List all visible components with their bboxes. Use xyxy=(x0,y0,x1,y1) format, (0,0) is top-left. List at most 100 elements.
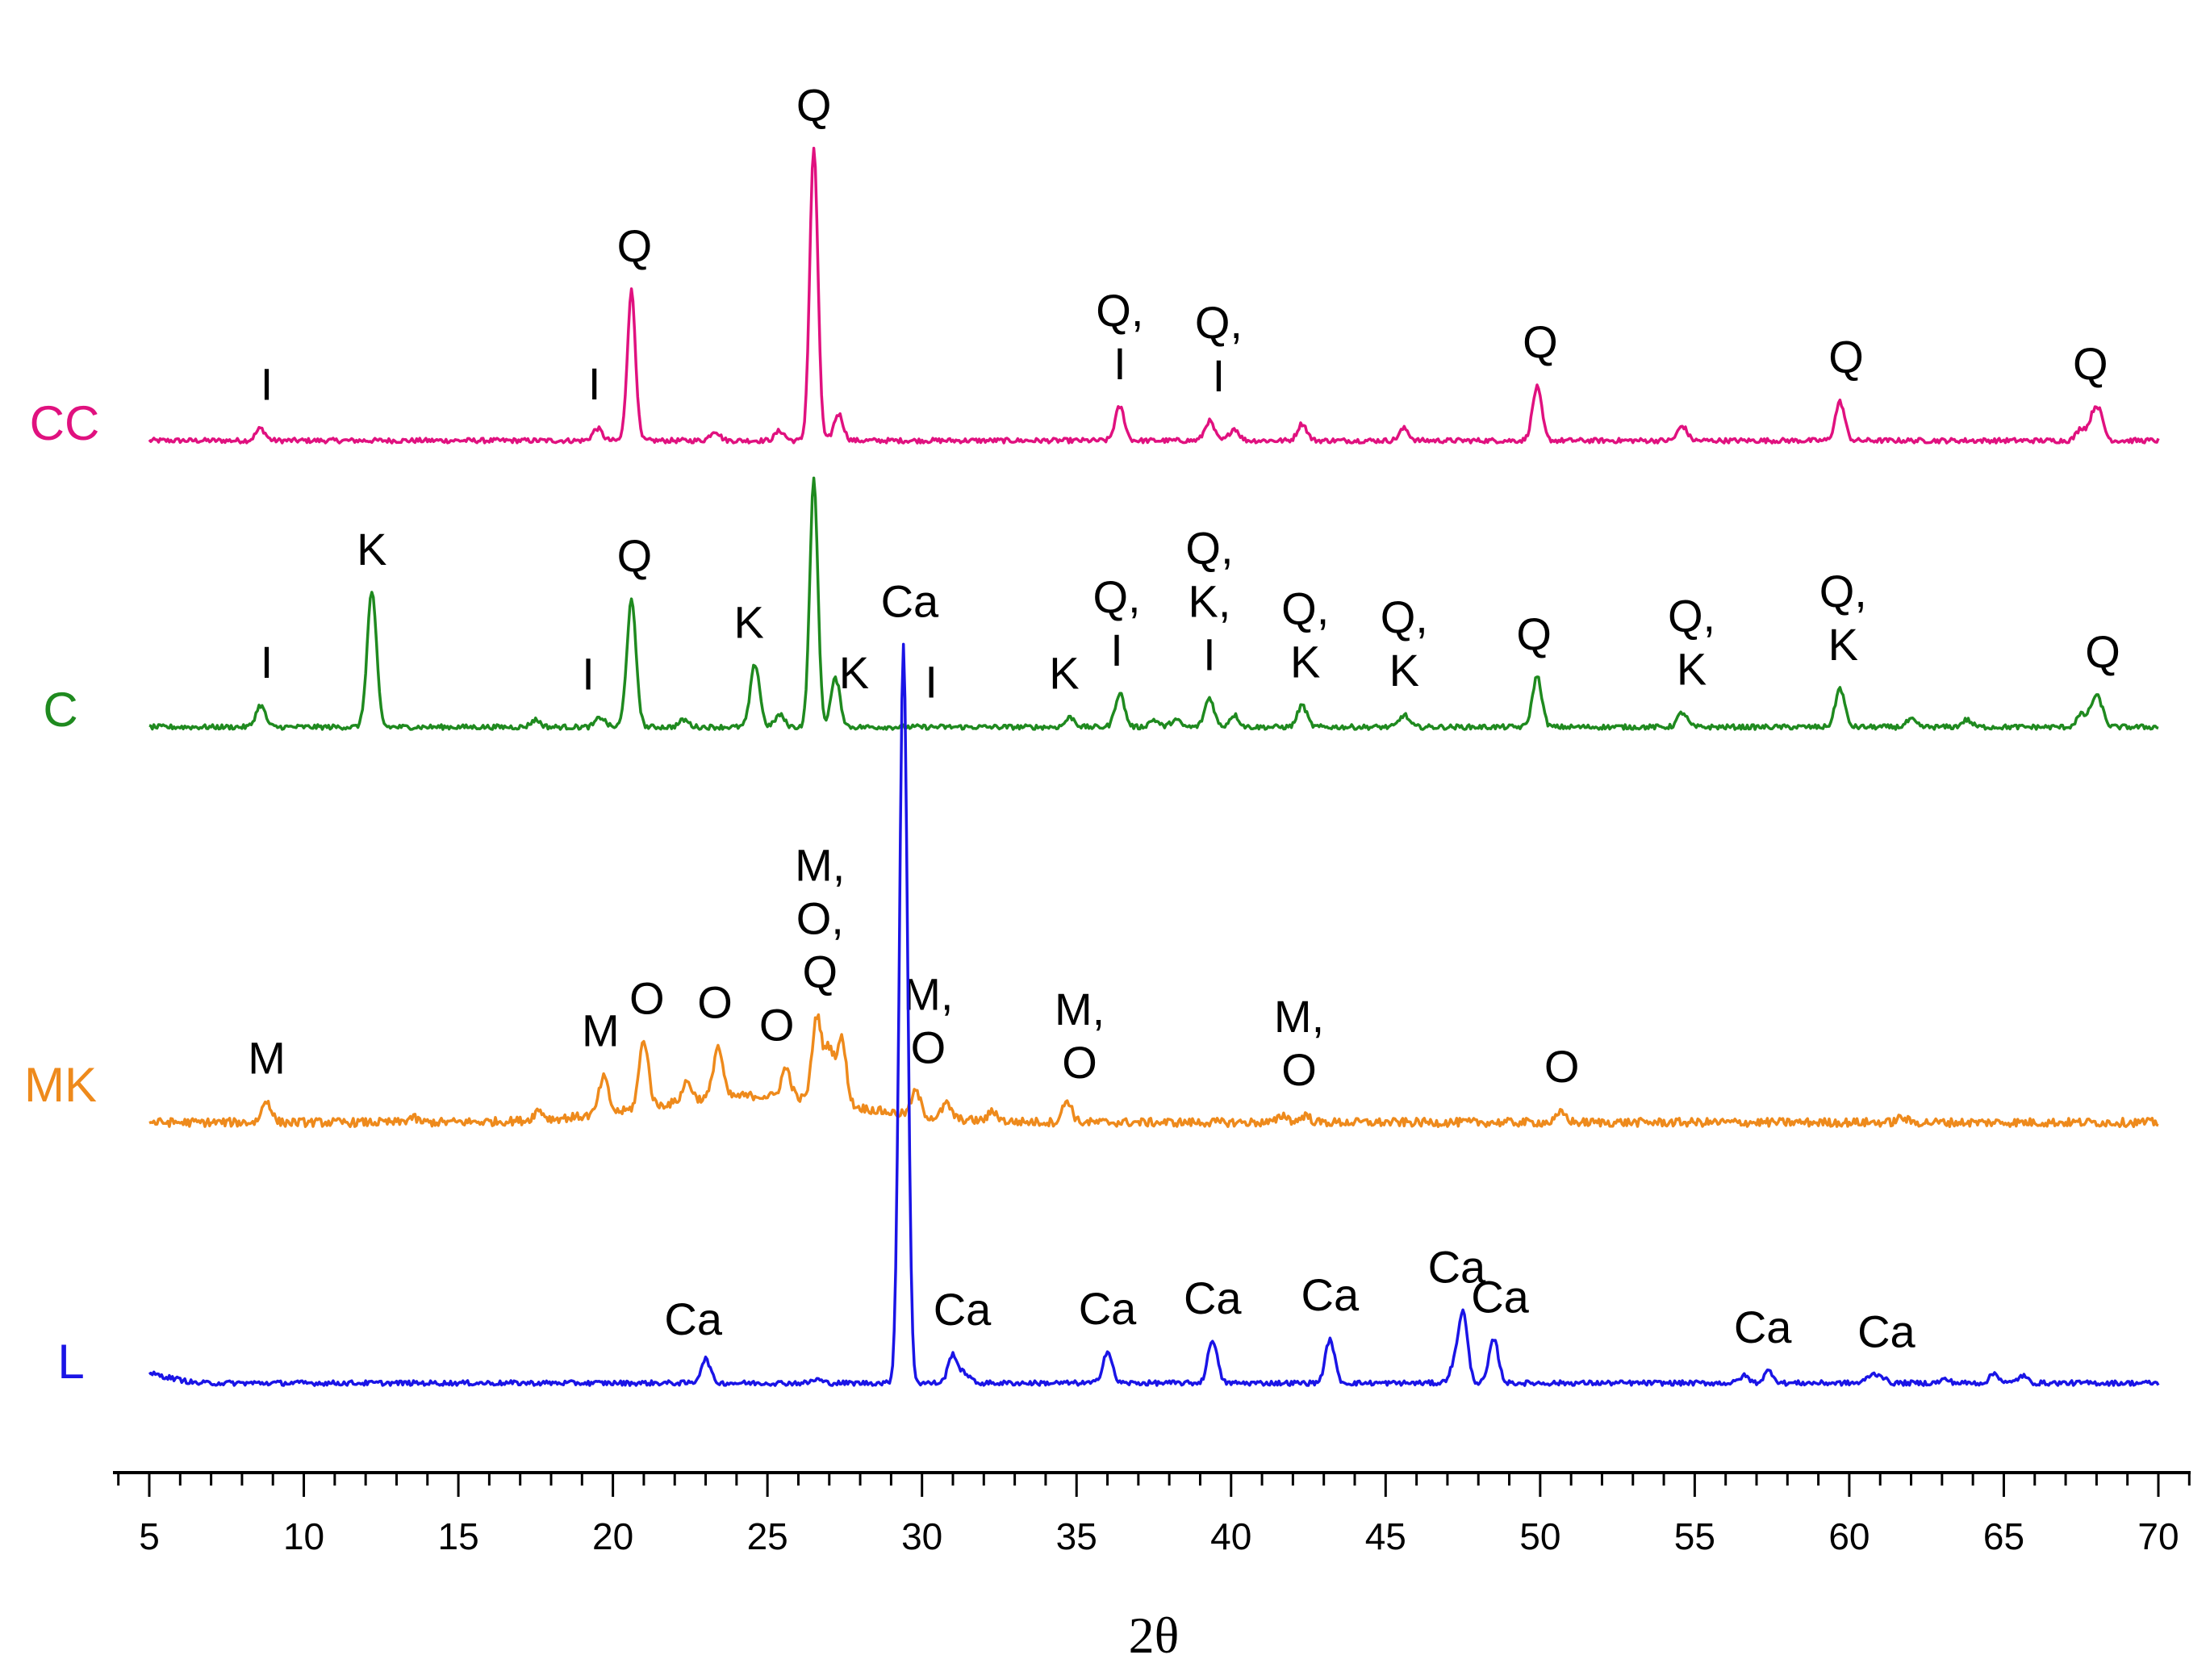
peak-annotation-line: Q xyxy=(1516,608,1552,659)
peak-annotation: Q xyxy=(617,530,653,581)
peak-annotation-line: Ca xyxy=(881,575,939,626)
peak-annotation: Q, K xyxy=(1819,566,1867,670)
x-axis: 5 10 15 20 25 30 35 40 45 50 55 60 65 70 xyxy=(113,1471,2191,1557)
peak-annotation-line: K, xyxy=(1188,575,1230,626)
peak-annotation: Ca xyxy=(934,1284,992,1335)
series-label-c: C xyxy=(43,683,77,737)
peak-annotation-line: I xyxy=(1203,629,1216,679)
peak-annotation: Ca xyxy=(1301,1269,1360,1320)
series-label-l: L xyxy=(57,1335,84,1389)
peak-annotation: Q, K xyxy=(1281,583,1329,687)
x-tick-label: 50 xyxy=(1519,1515,1560,1557)
peak-annotation: Q, K xyxy=(1381,591,1428,696)
peak-annotation-line: I xyxy=(1213,350,1226,401)
series-line-l xyxy=(148,642,2160,1387)
peak-annotation-line: I xyxy=(1110,625,1123,675)
peak-annotation: K xyxy=(357,524,386,575)
peak-annotation: Q xyxy=(796,80,832,131)
peak-annotation-line: Ca xyxy=(1079,1283,1137,1334)
peak-annotation: Ca xyxy=(1428,1241,1486,1292)
x-tick-label: 5 xyxy=(139,1515,160,1557)
peak-annotation-line: K xyxy=(733,596,763,647)
peak-annotation-line: I xyxy=(1113,338,1126,389)
peak-annotation: I xyxy=(582,649,595,700)
peak-annotation-line: K xyxy=(357,524,386,575)
series-mk: MK MMO O OM, O, Q M, OM, OM, O O xyxy=(24,839,2159,1128)
x-tick-label: 20 xyxy=(592,1515,633,1557)
peak-annotation-line: O xyxy=(1062,1037,1097,1088)
peak-annotation-line: Ca xyxy=(1301,1269,1360,1320)
peak-annotation: M xyxy=(248,1033,286,1084)
peak-annotation: Ca xyxy=(1079,1283,1137,1334)
x-tick-label: 45 xyxy=(1365,1515,1406,1557)
series-line-c xyxy=(148,476,2159,731)
peak-annotation: Q xyxy=(617,220,653,271)
x-tick-label: 35 xyxy=(1056,1515,1097,1557)
peak-annotation-line: K xyxy=(1677,643,1707,694)
peak-annotation: M xyxy=(582,1005,620,1056)
peak-annotation-line: O, xyxy=(796,892,844,943)
peak-annotation: Q xyxy=(2073,338,2108,389)
peak-annotation-line: Q xyxy=(2085,626,2120,677)
peak-annotation: Ca xyxy=(1184,1273,1242,1323)
peak-annotation: Q, I xyxy=(1096,285,1143,389)
peak-annotation-line: O xyxy=(1281,1044,1317,1095)
peak-annotation-line: Ca xyxy=(1471,1272,1529,1323)
peak-annotation: I xyxy=(261,637,274,687)
peak-annotation-line: O xyxy=(759,999,795,1050)
peak-annotation-line: Ca xyxy=(1734,1302,1792,1352)
peak-annotation-line: Q, xyxy=(1185,522,1233,573)
peak-annotation-line: O xyxy=(697,976,733,1027)
peak-annotation-line: M xyxy=(248,1033,286,1084)
x-tick-label: 25 xyxy=(747,1515,788,1557)
x-tick-label: 70 xyxy=(2137,1515,2179,1557)
peak-annotation-line: I xyxy=(588,358,601,409)
series-label-cc: CC xyxy=(30,396,100,450)
peak-annotation: M, O xyxy=(903,968,953,1072)
peak-annotation: I xyxy=(261,359,274,410)
peak-annotation-line: M xyxy=(582,1005,620,1056)
peak-annotation-line: Ca xyxy=(1428,1241,1486,1292)
peak-annotation-line: O xyxy=(911,1022,946,1072)
peak-annotation: M, O xyxy=(1274,991,1324,1095)
peak-annotation-line: K xyxy=(839,647,869,698)
series-line-cc xyxy=(148,146,2160,445)
peak-annotation: O xyxy=(697,976,733,1027)
x-tick-label: 40 xyxy=(1210,1515,1251,1557)
peak-annotation-line: M, xyxy=(1055,984,1105,1034)
peak-annotation-line: K xyxy=(1828,619,1858,670)
x-tick-label: 30 xyxy=(901,1515,942,1557)
peak-annotation-line: Ca xyxy=(1184,1273,1242,1323)
peak-annotation-line: Q xyxy=(2073,338,2108,389)
peak-annotation: I xyxy=(588,358,601,409)
peak-annotation-line: Q, xyxy=(1092,571,1140,622)
peak-annotation-line: Q xyxy=(796,80,832,131)
peak-annotation-line: M, xyxy=(1274,991,1324,1042)
peak-annotation-line: M, xyxy=(903,968,953,1019)
peak-annotation-line: Q, xyxy=(1281,583,1329,633)
peak-annotation-line: Q xyxy=(802,946,838,997)
peak-annotation-line: Q xyxy=(617,530,653,581)
peak-annotation: Q, I xyxy=(1195,297,1243,401)
peak-annotation-line: Q, xyxy=(1195,297,1243,348)
x-tick-label: 55 xyxy=(1674,1515,1715,1557)
peak-annotation: Ca xyxy=(1857,1306,1915,1356)
peak-annotation-line: Q, xyxy=(1381,591,1428,642)
peak-annotation: Ca xyxy=(1471,1272,1529,1323)
peak-annotation-line: I xyxy=(261,637,274,687)
peak-annotation-line: Q xyxy=(1523,316,1558,367)
peak-annotation-line: Q, xyxy=(1819,566,1867,616)
peak-annotation: Ca xyxy=(881,575,939,626)
peak-annotation-line: O xyxy=(629,973,665,1024)
peak-annotation-line: I xyxy=(582,649,595,700)
x-axis-title: 2θ xyxy=(1129,1607,1180,1664)
peak-annotation: Q xyxy=(1523,316,1558,367)
x-tick-label: 60 xyxy=(1828,1515,1870,1557)
peak-annotation-line: K xyxy=(1290,636,1320,687)
peak-annotation-line: I xyxy=(261,359,274,410)
